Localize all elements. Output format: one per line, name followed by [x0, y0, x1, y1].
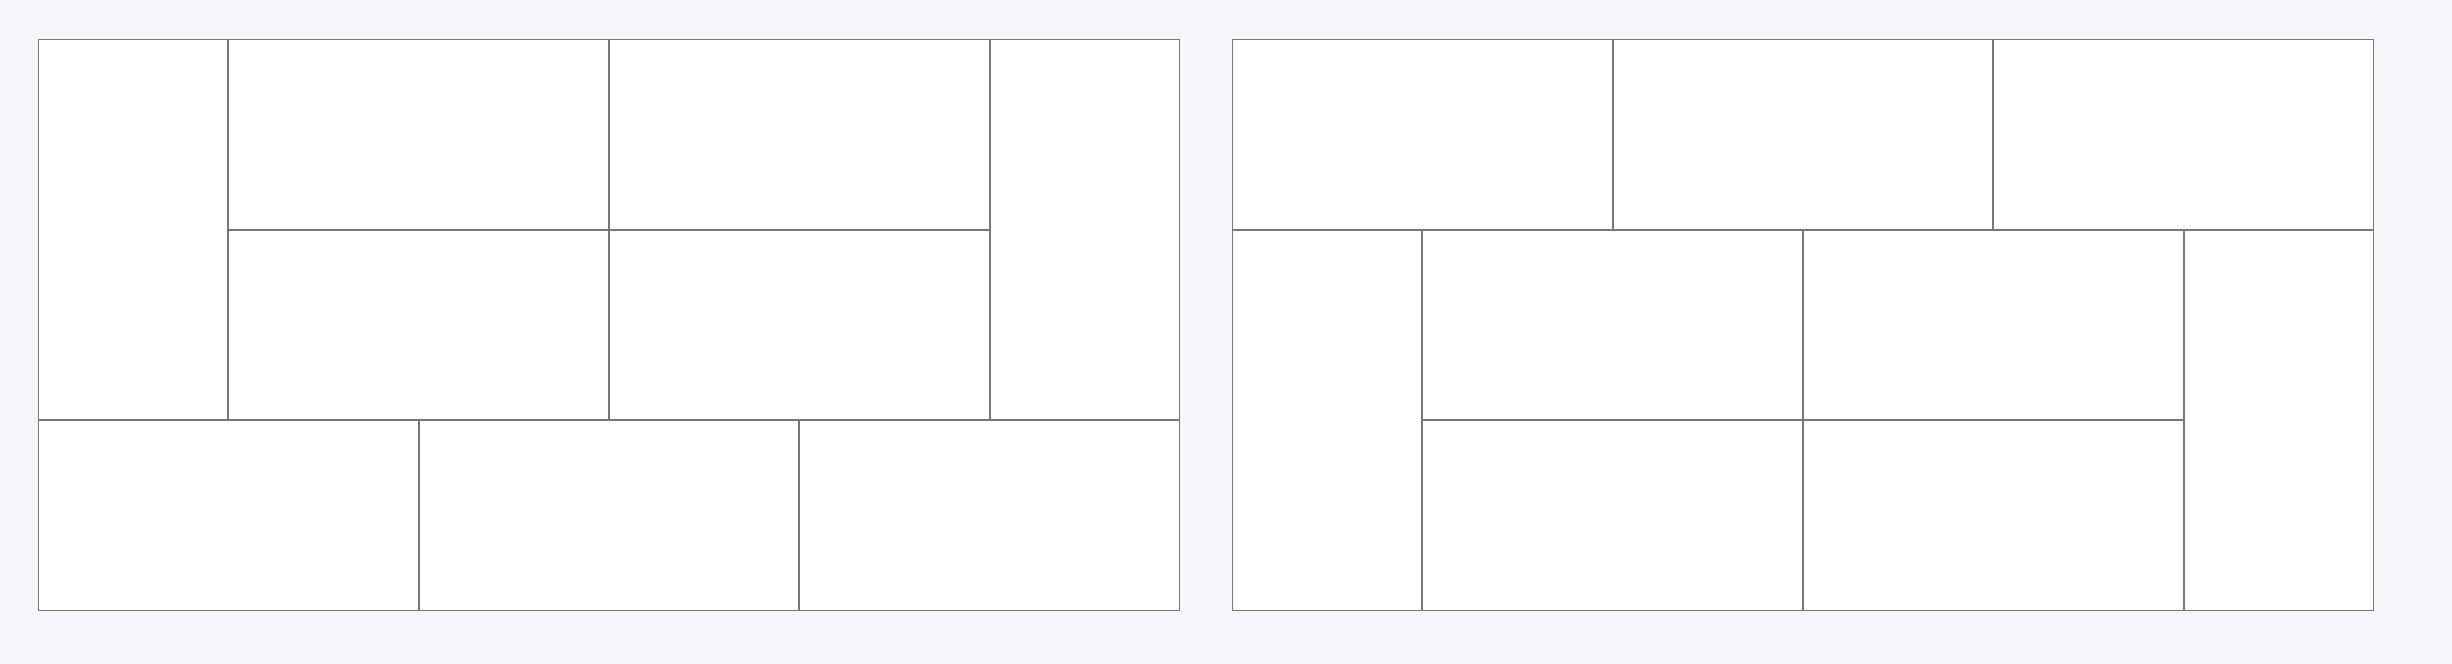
tile-horizontal	[799, 420, 1180, 611]
tile-vertical-right	[2183, 229, 2374, 611]
tiling-right	[1232, 39, 2374, 611]
tile-horizontal	[609, 229, 990, 421]
tile-horizontal	[1422, 229, 1803, 421]
tile-horizontal	[418, 420, 800, 611]
tile-horizontal	[1612, 39, 1994, 230]
tile-horizontal	[1803, 229, 2184, 421]
tile-horizontal	[228, 229, 609, 421]
tile-horizontal	[228, 39, 609, 230]
tile-vertical-left	[38, 39, 229, 421]
tile-vertical-left	[1232, 229, 1423, 611]
tile-horizontal	[609, 39, 990, 230]
tile-horizontal	[1803, 420, 2184, 611]
tile-vertical-right	[989, 39, 1180, 421]
tiling-left	[38, 39, 1180, 611]
tile-horizontal	[1422, 420, 1803, 611]
tile-horizontal	[1993, 39, 2374, 230]
tile-horizontal	[1232, 39, 1613, 230]
tile-horizontal	[38, 420, 419, 611]
